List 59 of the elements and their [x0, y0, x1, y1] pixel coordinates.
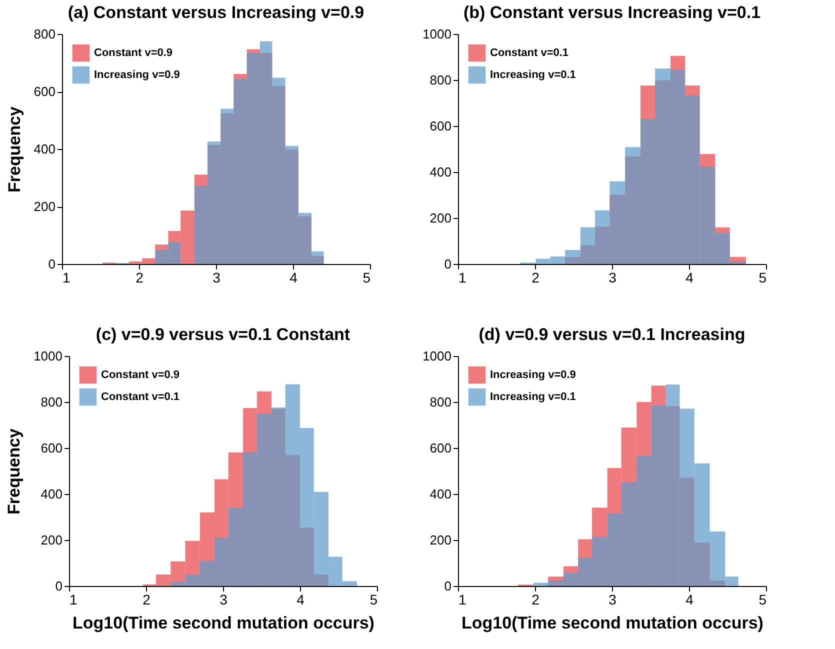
y-tick-label: 600 [430, 118, 452, 134]
x-tick-label: 3 [220, 592, 228, 608]
legend-label: Constant v=0.9 [101, 369, 180, 381]
y-tick-label: 200 [430, 532, 452, 548]
legend-label: Increasing v=0.1 [490, 69, 576, 81]
x-axis-title: Log10(Time second mutation occurs) [72, 614, 374, 632]
y-tick-label: 400 [34, 142, 56, 156]
y-tick-label: 600 [40, 440, 62, 456]
x-tick-label: 2 [532, 270, 540, 286]
y-tick-label: 400 [430, 486, 452, 502]
x-tick-label: 2 [136, 270, 144, 286]
y-tick-label: 1000 [34, 348, 62, 364]
y-tick-label: 800 [430, 72, 452, 88]
y-tick-label: 600 [430, 440, 452, 456]
x-tick-label: 1 [70, 592, 78, 608]
y-tick-label: 0 [444, 256, 452, 272]
x-tick-label: 5 [370, 592, 378, 608]
legend-label: Increasing v=0.9 [94, 69, 180, 81]
legend-label: Constant v=0.9 [94, 47, 173, 59]
y-axis-title: Frequency [4, 428, 24, 514]
x-tick-label: 4 [686, 592, 694, 608]
x-tick-label: 3 [212, 270, 221, 286]
x-tick-label: 3 [608, 592, 617, 608]
x-tick-label: 4 [296, 592, 305, 608]
chart-title: (d) v=0.9 versus v=0.1 Increasing [478, 325, 746, 344]
x-tick-label: 1 [458, 270, 466, 286]
x-tick-label: 4 [290, 270, 298, 286]
legend-label: Constant v=0.1 [490, 47, 569, 59]
x-tick-label: 1 [62, 270, 70, 286]
y-tick-label: 800 [34, 26, 56, 42]
y-tick-label: 0 [48, 256, 56, 272]
x-tick-label: 2 [532, 592, 540, 608]
x-tick-label: 5 [362, 270, 371, 286]
x-axis-title: Log10(Time second mutation occurs) [462, 614, 764, 632]
y-tick-label: 1000 [422, 26, 452, 42]
y-tick-label: 200 [34, 199, 56, 214]
y-tick-label: 1000 [422, 348, 452, 364]
chart-title: (a) Constant versus Increasing v=0.9 [68, 3, 364, 22]
x-tick-label: 5 [758, 270, 767, 286]
y-tick-label: 400 [40, 486, 62, 502]
y-tick-label: 0 [55, 578, 62, 594]
y-tick-label: 800 [40, 394, 62, 410]
x-tick-label: 5 [758, 592, 767, 608]
x-tick-label: 4 [686, 270, 694, 286]
chart-title: (c) v=0.9 versus v=0.1 Constant [96, 325, 350, 344]
y-tick-label: 200 [40, 532, 62, 548]
x-tick-label: 3 [608, 270, 617, 286]
legend-label: Constant v=0.1 [101, 391, 180, 403]
legend-label: Increasing v=0.9 [490, 369, 576, 381]
x-tick-label: 2 [142, 592, 151, 608]
chart-title: (b) Constant versus Increasing v=0.1 [463, 3, 761, 22]
y-tick-label: 400 [430, 164, 452, 180]
x-tick-label: 1 [458, 592, 466, 608]
legend-label: Increasing v=0.1 [490, 391, 576, 403]
y-tick-label: 600 [34, 84, 56, 99]
y-tick-label: 200 [430, 210, 452, 226]
y-tick-label: 0 [444, 578, 452, 594]
y-axis-title: Frequency [4, 106, 24, 192]
y-tick-label: 800 [430, 394, 452, 410]
